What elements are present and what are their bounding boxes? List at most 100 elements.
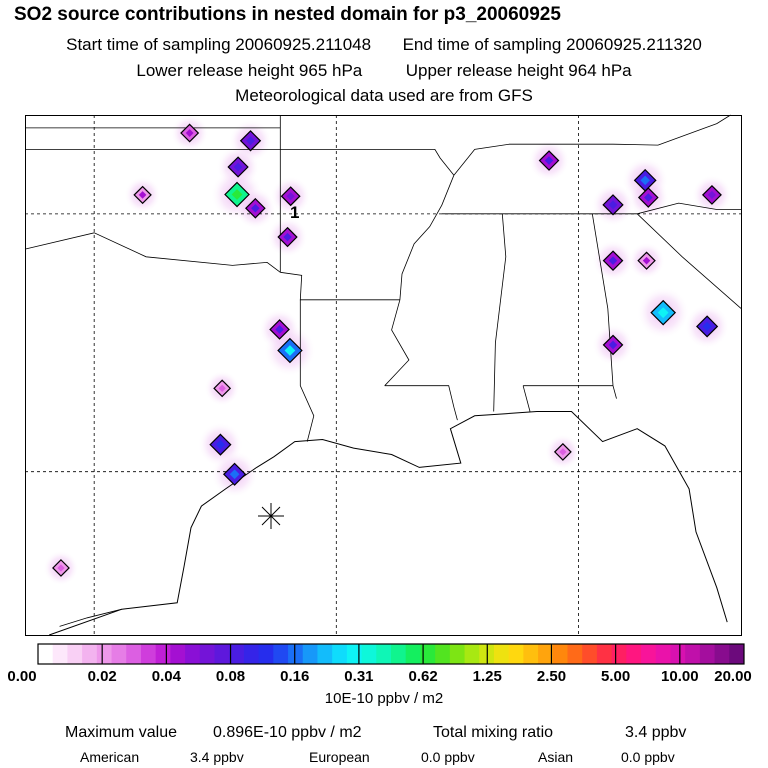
lower-height-value: 965 hPa — [298, 61, 363, 80]
colorbar-swatch — [552, 644, 568, 664]
colorbar-swatch — [596, 644, 613, 664]
colorbar-tick-label: 10.00 — [661, 668, 699, 685]
colorbar-swatch — [111, 644, 127, 664]
source-core — [544, 156, 554, 165]
state-boundary — [384, 385, 458, 421]
start-time-value: 20060925.211048 — [235, 35, 372, 54]
source-core — [231, 189, 243, 200]
source-core — [608, 256, 618, 265]
colorbar-swatch — [214, 644, 230, 664]
source-core — [644, 193, 653, 202]
source-core — [707, 190, 717, 200]
source-core — [57, 564, 65, 572]
colorbar-swatch — [126, 644, 142, 664]
source-core — [215, 440, 226, 450]
source-core — [185, 129, 194, 137]
european-value: 0.0 ppbv — [421, 749, 475, 765]
colorbar-swatch — [140, 644, 157, 664]
colorbar-swatch — [302, 644, 318, 664]
colorbar-tick-label: 1.25 — [472, 668, 502, 685]
colorbar-swatch — [523, 644, 539, 664]
colorbar-swatch — [714, 644, 730, 664]
source-core — [138, 191, 147, 199]
source-core — [233, 162, 243, 172]
max-value: 0.896E-10 ppbv / m2 — [213, 724, 362, 741]
source-core — [218, 384, 226, 392]
plot-title: SO2 source contributions in nested domai… — [14, 4, 561, 25]
met-data-line: Meteorological data used are from GFS — [235, 86, 533, 105]
colorbar-swatch — [273, 644, 289, 664]
colorbar-swatch — [38, 644, 54, 664]
end-time-value: 20060925.211320 — [566, 35, 702, 54]
state-boundary — [657, 114, 731, 146]
upper-height-label: Upper release height — [405, 61, 564, 80]
colorbar-tick-label: 0.16 — [280, 668, 310, 685]
colorbar-swatch — [361, 644, 377, 664]
state-boundary — [522, 385, 531, 412]
release-location-marker — [258, 503, 284, 529]
source-core — [229, 469, 240, 480]
colorbar-tick-label: 0.62 — [408, 668, 438, 685]
colorbar-tick-label: 0.02 — [87, 668, 117, 685]
total-mixing-value: 3.4 ppbv — [625, 724, 687, 741]
colorbar-swatch — [288, 644, 304, 664]
source-core — [608, 200, 618, 210]
source-core — [657, 307, 669, 319]
colorbar-swatch — [435, 644, 451, 664]
colorbar-swatch — [317, 644, 333, 664]
colorbar-unit: 10E-10 ppbv / m2 — [324, 690, 444, 707]
colorbar-swatch — [420, 644, 436, 664]
coastline — [49, 411, 728, 636]
european-label: European — [309, 749, 370, 765]
plume-layer — [43, 114, 733, 586]
colorbar-tick-label: 0.31 — [344, 668, 374, 685]
source-core — [559, 448, 567, 456]
source-core — [251, 203, 260, 213]
colorbar-swatch — [52, 644, 68, 664]
colorbar-swatch — [96, 644, 113, 664]
source-number-label: 1 — [290, 203, 299, 222]
colorbar-swatch — [611, 644, 627, 664]
colorbar-tick-label: 0.08 — [215, 668, 246, 685]
colorbar-tick-label: 2.50 — [536, 668, 567, 685]
colorbar-swatch — [258, 644, 274, 664]
total-mixing-label: Total mixing ratio — [433, 724, 554, 741]
state-boundary — [24, 232, 281, 273]
state-boundary — [384, 175, 455, 386]
start-time-label: Start time of sampling — [66, 35, 231, 54]
colorbar-swatch — [582, 644, 598, 664]
colorbar-swatch — [655, 644, 671, 664]
asian-label: Asian — [538, 749, 574, 765]
colorbar-swatch — [493, 644, 510, 664]
colorbar-swatch — [729, 644, 745, 664]
graticule — [25, 115, 741, 635]
american-label: American — [80, 749, 140, 765]
colorbar-swatch — [538, 644, 554, 664]
upper-height-value: 964 hPa — [568, 61, 632, 80]
colorbar — [37, 643, 745, 665]
colorbar-swatch — [464, 644, 480, 664]
source-core — [283, 232, 292, 242]
colorbar-swatch — [567, 644, 583, 664]
source-core — [608, 340, 618, 350]
colorbar-swatch — [699, 644, 716, 664]
end-time-label: End time of sampling — [402, 35, 562, 54]
colorbar-swatch — [391, 644, 407, 664]
colorbar-tick-label: 0.04 — [151, 668, 181, 685]
colorbar-swatch — [332, 644, 348, 664]
source-core — [286, 192, 295, 201]
sampling-time-line: Start time of sampling 20060925.211048 E… — [0, 35, 768, 55]
colorbar-swatch — [170, 644, 186, 664]
source-core — [284, 345, 296, 356]
colorbar-swatch — [243, 644, 260, 664]
state-boundary — [493, 213, 507, 412]
colorbar-swatch — [685, 644, 701, 664]
colorbar-swatch — [405, 644, 421, 664]
colorbar-swatch — [376, 644, 392, 664]
asian-value: 0.0 ppbv — [621, 749, 675, 765]
colorbar-swatch — [82, 644, 98, 664]
source-core — [640, 175, 650, 186]
colorbar-tick-label: 0.00 — [7, 668, 37, 685]
state-boundary — [280, 271, 400, 301]
